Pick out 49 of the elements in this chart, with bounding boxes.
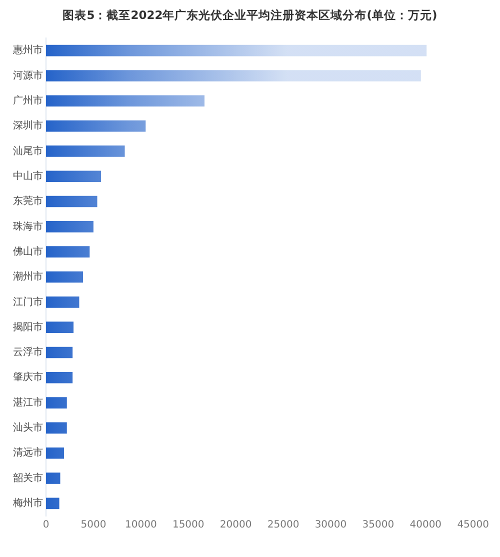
x-tick-label: 0 [42,520,50,531]
bar [46,271,84,283]
bar [46,447,64,459]
y-tick-label: 广州市 [13,94,43,106]
y-tick-label: 肇庆市 [13,371,43,384]
x-tick-label: 30000 [314,520,347,531]
bar [46,146,125,157]
y-tick-label: 湛江市 [13,396,43,408]
bar [46,346,73,358]
y-tick-label: 东莞市 [13,195,43,208]
y-tick-label: 中山市 [13,170,43,182]
x-tick-label: 15000 [172,520,204,531]
x-tick-label: 10000 [125,520,157,531]
x-tick-label: 45000 [457,520,489,531]
y-tick-label: 潮州市 [13,270,43,283]
bar [46,422,67,434]
y-tick-label: 江门市 [13,296,43,308]
y-tick-label: 汕头市 [13,422,43,434]
x-tick-label: 35000 [362,520,394,531]
bar [46,196,98,208]
y-tick-label: 揭阳市 [13,320,43,333]
y-tick-label: 汕尾市 [13,144,43,157]
bar [46,221,94,232]
x-tick-label: 25000 [267,520,300,531]
y-tick-label: 梅州市 [12,497,43,510]
x-tick-label: 5000 [80,520,106,531]
y-tick-label: 深圳市 [13,120,43,132]
y-tick-label: 清远市 [13,446,43,459]
bar [46,95,204,107]
bar [46,498,60,510]
x-tick-label: 40000 [410,520,442,531]
bar [46,472,60,484]
x-tick-label: 20000 [220,520,252,531]
y-tick-label: 佛山市 [13,245,43,258]
bar [46,44,427,56]
bar [46,372,73,384]
bar [46,170,102,182]
bar [46,322,74,333]
y-tick-label: 惠州市 [12,44,43,56]
chart-title: 图表5：截至2022年广东光伏企业平均注册资本区域分布(单位：万元) [62,8,438,23]
y-tick-label: 珠海市 [13,220,43,232]
bar [46,70,421,82]
bar [46,246,90,258]
y-tick-label: 韶关市 [13,472,43,484]
y-tick-label: 云浮市 [13,346,43,358]
y-tick-label: 河源市 [13,69,43,82]
bar [46,120,146,132]
bar [46,397,67,408]
bar [46,296,80,308]
